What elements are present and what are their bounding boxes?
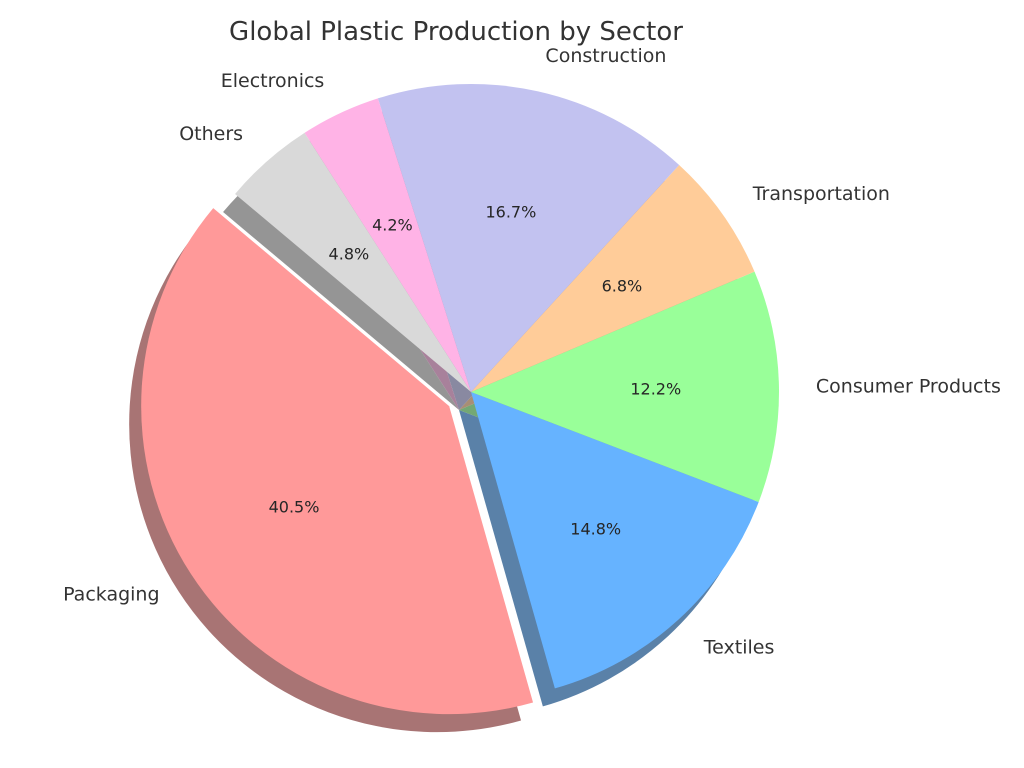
- slice-electronics: [304, 98, 471, 393]
- slice-others: [235, 132, 471, 392]
- category-label-textiles: Textiles: [703, 637, 775, 659]
- pct-label-consumer-products: 12.2%: [630, 380, 681, 399]
- pct-label-packaging: 40.5%: [269, 498, 320, 517]
- pct-label-transportation: 6.8%: [602, 276, 643, 295]
- category-label-construction: Construction: [545, 45, 666, 67]
- pie-slices: [141, 84, 779, 715]
- category-label-electronics: Electronics: [221, 70, 325, 92]
- slice-construction: [377, 84, 680, 393]
- pct-label-others: 4.8%: [329, 244, 370, 263]
- category-label-transportation: Transportation: [752, 183, 890, 205]
- slice-textiles: [471, 392, 759, 689]
- category-labels: Packaging Textiles Consumer Products Transp…: [63, 45, 1001, 658]
- category-label-packaging: Packaging: [63, 583, 159, 605]
- category-label-others: Others: [179, 123, 243, 145]
- slice-packaging: [141, 208, 534, 715]
- category-label-consumer-products: Consumer Products: [816, 376, 1001, 398]
- pct-label-textiles: 14.8%: [570, 519, 621, 538]
- chart-title: Global Plastic Production by Sector: [229, 17, 683, 47]
- pct-label-construction: 16.7%: [485, 203, 536, 222]
- percentage-labels: 40.5% 14.8% 12.2% 6.8% 16.7% 4.2%4.8%: [269, 203, 682, 539]
- slice-consumer-products: [471, 271, 779, 502]
- slice-transportation: [471, 164, 755, 392]
- pct-label-electronics: 4.2%: [372, 216, 413, 235]
